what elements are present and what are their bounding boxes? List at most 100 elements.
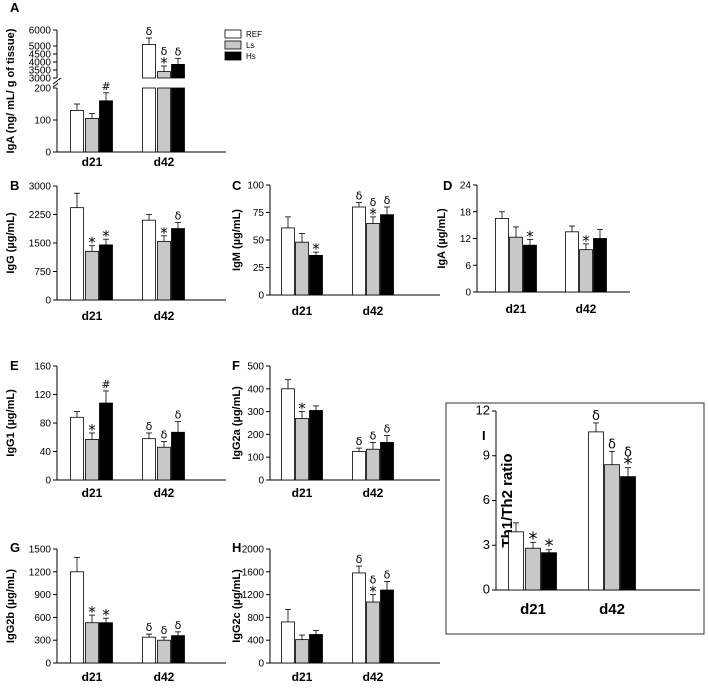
y-tick-label: 1200 [29,567,52,578]
significance-mark: # [101,378,110,391]
y-tick-label: 9 [483,447,490,462]
x-category-label: d21 [82,309,103,323]
y-tick-label: 6000 [29,26,52,37]
bar-hs [541,552,557,591]
panel-label: F [232,358,240,373]
bar-ref [70,571,84,664]
significance-mark: δ [161,624,168,637]
significance-mark: δ [384,568,391,581]
x-category-label: d21 [506,302,527,316]
significance-mark: * [160,54,168,72]
significance-mark: * [102,606,110,624]
panel-label: C [232,178,242,193]
significance-mark: * [545,536,554,557]
bar-ls [295,639,309,664]
legend-swatch-ref [224,29,242,39]
legend-label-ref: REF [246,30,262,39]
x-category-label: d21 [82,486,103,500]
axis-break-band [58,80,227,86]
significance-mark: * [369,583,377,601]
panel-d: D 0 6 12 18 24 IgA (µg/mL) * * d21 d42 [436,178,630,316]
y-tick-label: 25 [253,263,265,274]
y-tick-label: 3500 [29,66,52,77]
bar-ls [157,241,171,301]
y-tick-label: 160 [34,362,51,373]
y-tick-label: 300 [34,636,51,647]
bar-ref [281,621,295,664]
y-axis-title: Th1/Th2 ratio [499,453,516,547]
bar-ref [142,219,156,301]
y-tick-label: 2250 [29,210,52,221]
y-tick-label: 24 [460,181,472,192]
y-tick-label: 0 [483,582,490,597]
significance-mark: δ [175,45,182,58]
bar-ref [70,416,84,481]
bar-ls [366,223,380,296]
bar-ref [142,438,156,481]
panel-e: E 0 40 80 120 160 IgG1 (µg/mL) δ * δ # δ d21 d42 [5,358,226,500]
y-tick-label: 100 [247,453,264,464]
y-axis-title: IgA (µg/mL) [436,208,448,269]
x-category-label: d42 [576,302,597,316]
panel-label: G [10,540,20,555]
bar-ls [85,250,99,301]
significance-mark: * [88,421,96,439]
bar-hs [309,254,323,296]
y-tick-label: 0 [465,288,471,299]
bar-ls [579,249,593,293]
significance-mark: δ [175,619,182,632]
significance-mark: δ [161,429,168,442]
panel-label: I [482,428,486,443]
y-axis-title: IgG2b (µg/mL) [5,569,17,644]
y-tick-label: 500 [247,362,264,373]
y-axis-title: IgA (ng/ mL/ g of tissue) [5,28,17,153]
significance-mark: δ [592,409,600,424]
legend-swatch-ls [224,40,242,50]
significance-mark: * [160,224,168,242]
y-tick-label: 18 [460,207,472,218]
significance-mark: δ [356,435,363,448]
bar-ls [157,639,171,664]
bar-hs [309,634,323,664]
y-tick-label: 75 [253,208,265,219]
bar-hs [171,635,185,664]
significance-mark: δ [175,409,182,422]
y-tick-label: 3 [483,537,490,552]
legend-label-ls: Ls [246,41,254,50]
bar-ls [295,241,309,296]
significance-mark: * [624,454,633,475]
y-tick-label: 2000 [242,545,265,556]
significance-mark: * [582,232,590,250]
significance-mark: δ [384,423,391,436]
panel-label: H [232,540,241,555]
bar-hs [99,244,113,301]
bar-hs [523,244,537,293]
x-category-label: d21 [520,601,546,618]
y-tick-label: 1500 [29,545,52,556]
y-axis-title: IgM (µg/mL) [231,209,243,271]
bar-hs [593,238,607,293]
y-tick-label: 3000 [29,74,52,85]
y-tick-label: 0 [45,148,51,159]
bar-ref [588,431,604,591]
significance-mark: δ [161,45,168,58]
bar-ref [565,231,579,293]
legend: REF Ls Hs [224,29,262,61]
y-axis-title: IgG2a (µg/mL) [231,386,243,460]
bar-hs [99,402,113,481]
legend-label-hs: Hs [246,52,256,61]
significance-mark: δ [146,621,153,634]
y-axis-title: IgG1 (µg/mL) [5,389,17,457]
significance-mark: δ [624,446,632,461]
bar-hs [99,622,113,664]
significance-mark: * [102,227,110,245]
x-category-label: d21 [292,304,313,318]
bar-ref [281,388,295,481]
bar-ref [70,207,84,301]
y-tick-label: 0 [258,476,264,487]
y-tick-label: 40 [40,447,52,458]
bar-ls [85,622,99,664]
